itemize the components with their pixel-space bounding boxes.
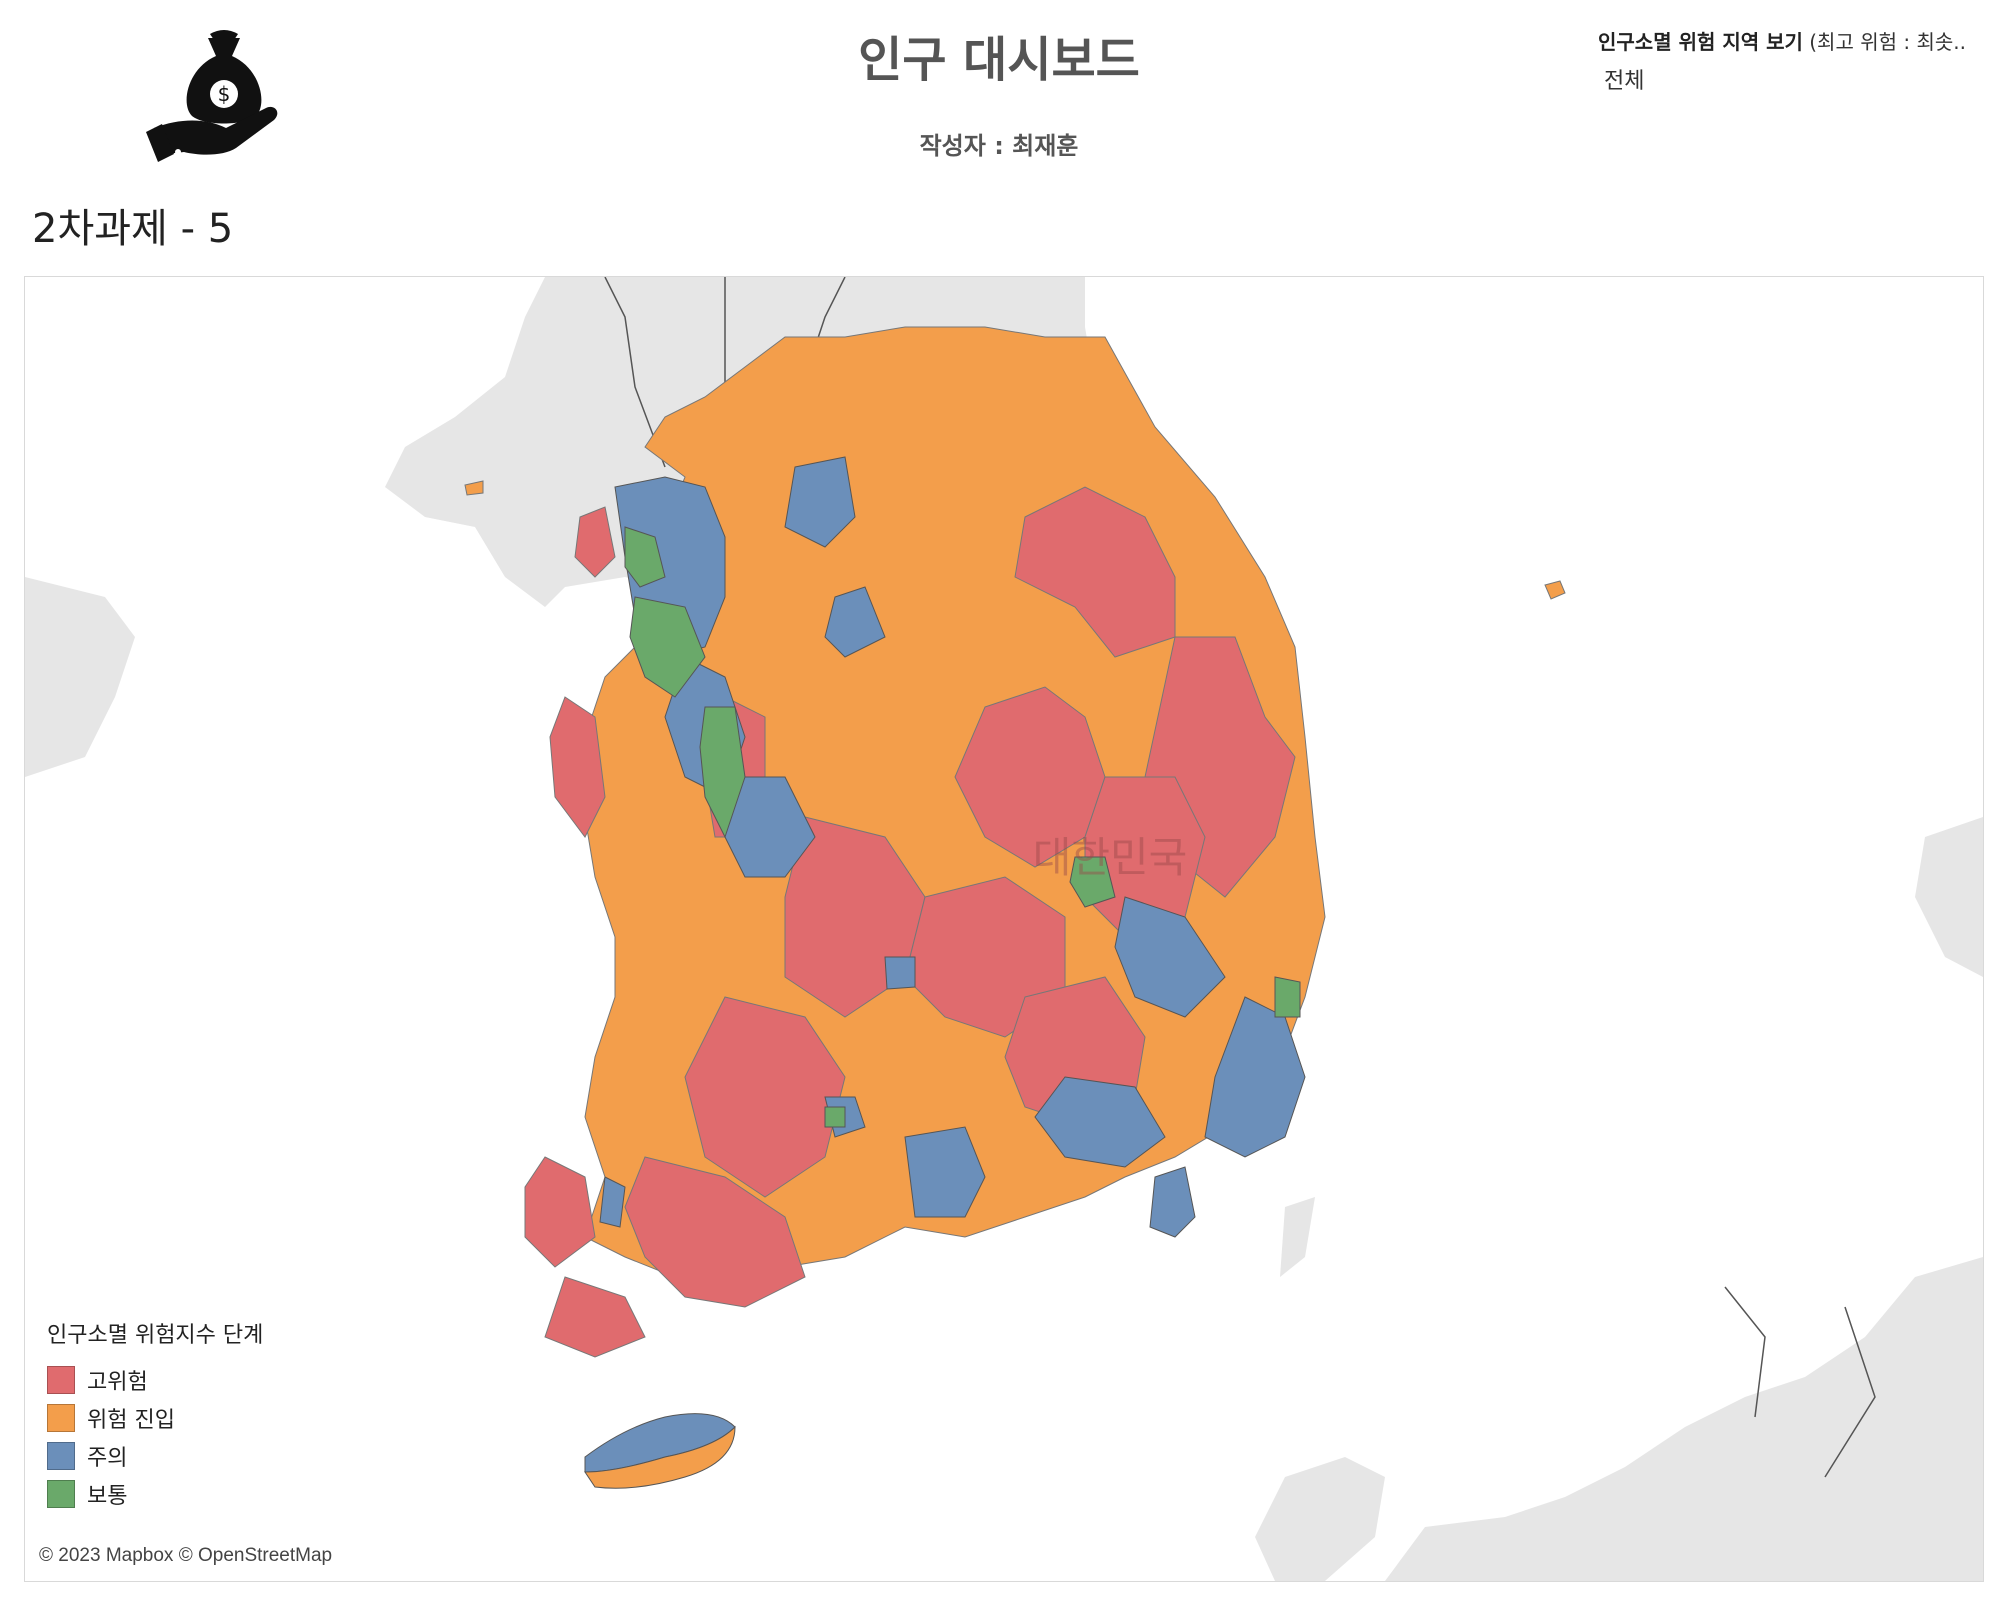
country-label: 대한민국: [1033, 833, 1188, 882]
author-label: 작성자 : 최재훈: [919, 132, 1079, 160]
region-blue-geoje: [1149, 1166, 1196, 1238]
legend-item-high-risk[interactable]: 고위험: [47, 1361, 263, 1399]
filter-title-rest: (최고 위험 : 최솟..: [1802, 30, 1966, 54]
legend-item-caution[interactable]: 주의: [47, 1437, 263, 1475]
region-green-gumi: [1069, 856, 1116, 908]
region-red-ganghwa: [574, 506, 616, 578]
region-blue-wonju: [824, 586, 886, 658]
region-green-incheon: [624, 526, 666, 588]
region-blue-daegu: [1114, 896, 1226, 1018]
land-west-edge: [25, 577, 135, 777]
region-green-gwangju-south: [824, 1106, 846, 1128]
legend-label: 고위험: [87, 1370, 148, 1395]
region-green-ulsan: [1274, 976, 1301, 1018]
region-blue-mokpo: [599, 1176, 626, 1228]
legend-label: 위험 진입: [87, 1408, 175, 1433]
region-blue-changwon: [1034, 1076, 1166, 1168]
legend-swatch: [47, 1404, 75, 1432]
legend-item-normal[interactable]: 보통: [47, 1475, 263, 1513]
sheet-title: 2차과제 - 5: [32, 206, 234, 252]
land-japan: [1385, 1257, 1983, 1581]
legend-swatch: [47, 1442, 75, 1470]
filter-selected-value[interactable]: 전체: [1604, 69, 1645, 94]
svg-text:$: $: [218, 82, 231, 106]
filter-title: 인구소멸 위험 지역 보기 (최고 위험 : 최솟..: [1598, 26, 1988, 55]
region-red-jeonnam: [684, 996, 846, 1198]
money-bag-hand-icon: $: [140, 24, 290, 164]
region-green-hwaseong-pyeongtaek: [629, 596, 706, 698]
region-green-cheongju: [699, 706, 746, 839]
filter-title-bold: 인구소멸 위험 지역 보기: [1598, 30, 1803, 54]
region-red-south-coast: [624, 1156, 806, 1308]
risk-area-filter[interactable]: 인구소멸 위험 지역 보기 (최고 위험 : 최솟.. 전체: [1598, 26, 1988, 95]
map-legend: 인구소멸 위험지수 단계 고위험 위험 진입 주의 보통: [47, 1317, 263, 1513]
region-red-west-peninsula: [549, 696, 606, 838]
legend-title: 인구소멸 위험지수 단계: [47, 1323, 264, 1348]
region-orange-jeju-south: [584, 1425, 736, 1489]
island-baengnyeong: [464, 480, 484, 496]
legend-swatch: [47, 1366, 75, 1394]
map-canvas[interactable]: 대한민국: [25, 277, 1983, 1581]
land-japan-north: [1915, 817, 1983, 977]
region-blue-suncheon: [904, 1126, 986, 1218]
region-blue-ulsan-busan: [1204, 996, 1306, 1158]
region-blue-jeonju: [884, 956, 916, 990]
land-japan-island: [1280, 1197, 1315, 1277]
legend-label: 보통: [87, 1484, 128, 1509]
choropleth-map[interactable]: 대한민국 인구소멸 위험지수 단계 고위험 위험 진입 주의 보통 © 2023…: [24, 276, 1984, 1582]
region-blue-chuncheon: [784, 456, 856, 548]
legend-label: 주의: [87, 1446, 128, 1471]
island-ulleungdo: [1544, 580, 1566, 600]
legend-item-risk-entry[interactable]: 위험 진입: [47, 1399, 263, 1437]
land-peninsula-west: [385, 417, 475, 527]
land-japan-kyushu: [1255, 1457, 1385, 1581]
region-red-islands-southwest: [524, 1156, 596, 1268]
legend-swatch: [47, 1480, 75, 1508]
dashboard-title: 인구 대시보드: [858, 32, 1140, 88]
map-attribution[interactable]: © 2023 Mapbox © OpenStreetMap: [35, 1543, 337, 1569]
region-red-islands-south: [544, 1276, 646, 1358]
